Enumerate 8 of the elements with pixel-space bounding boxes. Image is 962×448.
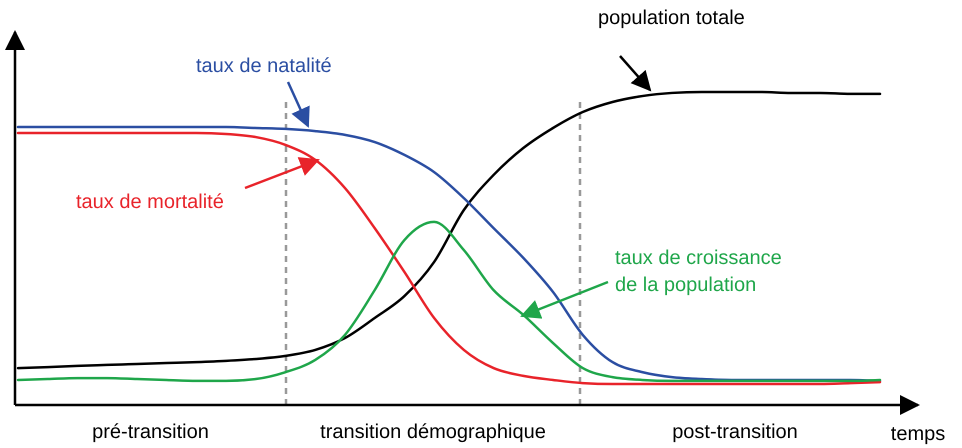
text: population totale <box>598 7 745 29</box>
x-axis-title: temps <box>890 423 946 445</box>
text: pré-transition <box>92 421 209 443</box>
text: post-transition <box>672 421 798 443</box>
text: taux de croissance de la population <box>615 247 782 296</box>
text: taux de mortalité <box>76 191 224 213</box>
text: taux de natalité <box>196 55 332 77</box>
text: transition démographique <box>320 421 546 443</box>
